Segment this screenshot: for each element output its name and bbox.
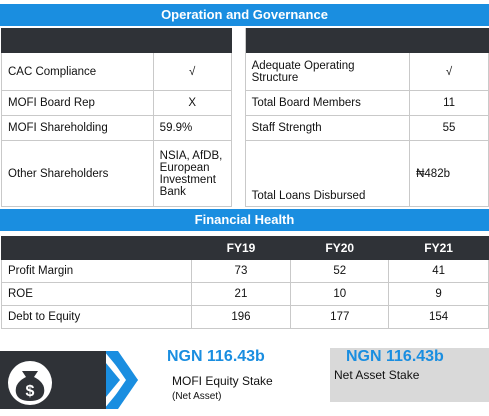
board-rep-label: MOFI Board Rep	[1, 90, 154, 116]
board-members-value: 11	[409, 90, 489, 116]
table-cell: 73	[190, 259, 292, 283]
financial-title: Financial Health	[194, 212, 295, 227]
table-row: MOFI Board Rep X Total Board Members 11	[1, 90, 489, 116]
other-shareholders-label: Other Shareholders	[1, 140, 154, 207]
table-cell: 52	[290, 259, 390, 283]
table-row: CAC Compliance √ Adequate Operating Stru…	[1, 52, 489, 91]
money-bag-icon: $	[8, 361, 52, 405]
table-cell: 10	[290, 282, 390, 306]
equity-stake-sub: (Net Asset)	[172, 391, 222, 402]
table-cell: 154	[388, 305, 489, 329]
debt-equity-label: Debt to Equity	[1, 305, 192, 329]
operation-header-row	[1, 28, 489, 53]
year-header: FY19	[190, 236, 292, 260]
financial-health-header: Financial Health	[0, 209, 489, 231]
financial-health-table: FY19 FY20 FY21 Profit Margin 73 52 41 RO…	[1, 236, 489, 329]
shareholding-label: MOFI Shareholding	[1, 115, 154, 141]
table-row: MOFI Shareholding 59.9% Staff Strength 5…	[1, 115, 489, 141]
net-asset-stake-box: NGN 116.43b Net Asset Stake	[330, 348, 489, 402]
loans-disbursed-value: ₦482b	[409, 140, 489, 207]
other-shareholders-value: NSIA, AfDB, European Investment Bank	[152, 140, 232, 207]
table-row: Other Shareholders NSIA, AfDB, European …	[1, 140, 489, 207]
table-cell: 41	[388, 259, 489, 283]
shareholding-value: 59.9%	[152, 115, 232, 141]
year-header: FY20	[290, 236, 390, 260]
financial-header-row: FY19 FY20 FY21	[1, 236, 489, 260]
board-members-label: Total Board Members	[244, 90, 411, 116]
table-row: Profit Margin 73 52 41	[1, 259, 489, 283]
staff-strength-label: Staff Strength	[244, 115, 411, 141]
profit-margin-label: Profit Margin	[1, 259, 192, 283]
year-header: FY21	[388, 236, 489, 260]
loans-disbursed-label: Total Loans Disbursed	[244, 140, 411, 207]
table-cell: 9	[388, 282, 489, 306]
svg-text:$: $	[26, 383, 35, 400]
net-asset-value: NGN 116.43b	[346, 348, 444, 365]
cac-compliance-label: CAC Compliance	[1, 52, 154, 91]
operation-governance-table: CAC Compliance √ Adequate Operating Stru…	[1, 28, 489, 207]
equity-stake-box: NGN 116.43b MOFI Equity Stake (Net Asset…	[164, 348, 330, 408]
equity-stake-label: MOFI Equity Stake	[172, 374, 273, 388]
table-cell: 177	[290, 305, 390, 329]
operation-governance-header: Operation and Governance	[0, 4, 489, 26]
table-row: ROE 21 10 9	[1, 282, 489, 306]
table-cell: 21	[190, 282, 292, 306]
operating-structure-value: √	[409, 52, 489, 91]
banner-graphic: $	[0, 351, 138, 409]
table-cell: 196	[190, 305, 292, 329]
table-row: Debt to Equity 196 177 154	[1, 305, 489, 329]
board-rep-value: X	[152, 90, 232, 116]
money-bag-banner: $	[0, 349, 140, 411]
operating-structure-label: Adequate Operating Structure	[244, 52, 411, 91]
roe-label: ROE	[1, 282, 192, 306]
operation-title: Operation and Governance	[161, 7, 328, 22]
staff-strength-value: 55	[409, 115, 489, 141]
cac-compliance-value: √	[152, 52, 232, 91]
net-asset-label: Net Asset Stake	[334, 368, 420, 382]
equity-stake-value: NGN 116.43b	[167, 348, 265, 365]
